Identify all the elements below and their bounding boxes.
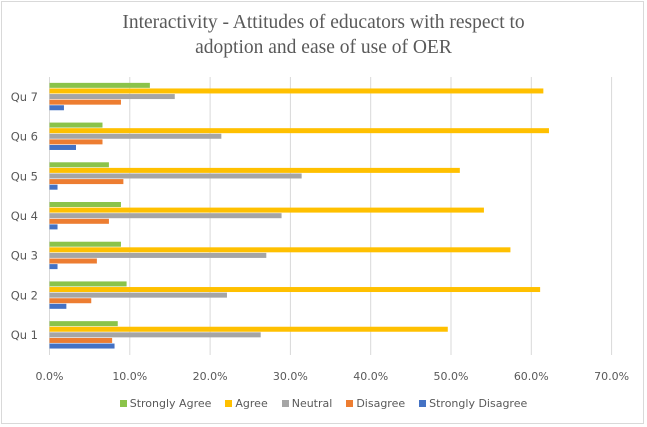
bar-strongly-agree-qu-1	[49, 321, 118, 327]
bar-disagree-qu-3	[49, 258, 97, 264]
legend-label: Strongly Disagree	[429, 397, 528, 410]
bar-strongly-agree-qu-6	[49, 122, 103, 128]
bar-strongly-agree-qu-5	[49, 162, 109, 168]
legend-label: Strongly Agree	[129, 397, 212, 410]
x-tick-label: 50.0%	[434, 370, 469, 383]
legend-item-disagree: Disagree	[346, 397, 405, 410]
legend-item-neutral: Neutral	[281, 397, 333, 410]
y-category-label: Qu 4	[11, 209, 38, 223]
y-category-label: Qu 6	[11, 130, 38, 144]
bar-disagree-qu-7	[49, 99, 121, 105]
bar-strongly-disagree-qu-3	[49, 264, 58, 270]
y-category-label: Qu 3	[11, 249, 38, 263]
legend-swatch	[346, 400, 354, 407]
bar-neutral-qu-6	[49, 133, 222, 139]
bar-strongly-agree-qu-7	[49, 82, 150, 88]
bar-neutral-qu-4	[49, 213, 282, 219]
legend-label: Disagree	[356, 397, 406, 410]
y-axis-categories: Qu 1 Qu 2 Qu 3 Qu 4 Qu 5 Qu 6 Qu 7	[11, 90, 38, 342]
bar-strongly-agree-qu-2	[49, 281, 127, 287]
bar-strongly-agree-qu-3	[49, 241, 121, 247]
bar-agree-qu-5	[49, 167, 460, 173]
bar-strongly-disagree-qu-5	[49, 184, 58, 190]
legend-label: Agree	[235, 397, 268, 410]
legend-label: Neutral	[291, 397, 333, 410]
x-axis-ticks: 0.0% 10.0% 20.0% 30.0% 40.0% 50.0% 60.0% 70.0%	[36, 370, 630, 383]
legend-swatch	[419, 400, 427, 407]
bar-strongly-disagree-qu-1	[49, 343, 115, 349]
bar-disagree-qu-6	[49, 139, 103, 145]
y-category-label: Qu 5	[11, 169, 38, 183]
bar-neutral-qu-7	[49, 94, 175, 100]
bar-strongly-disagree-qu-4	[49, 224, 58, 230]
bar-agree-qu-1	[49, 326, 448, 332]
chart-title-line-1: Interactivity - Attitudes of educators w…	[122, 12, 525, 33]
x-tick-label: 30.0%	[273, 370, 308, 383]
bar-agree-qu-4	[49, 207, 484, 213]
legend: Strongly Agree Agree Neutral Disagree Strong…	[0, 397, 647, 410]
legend-swatch	[281, 400, 289, 407]
x-tick-label: 70.0%	[594, 370, 629, 383]
bar-disagree-qu-2	[49, 298, 92, 304]
bar-strongly-disagree-qu-2	[49, 303, 67, 309]
bar-strongly-agree-qu-4	[49, 202, 121, 207]
x-tick-label: 10.0%	[112, 370, 147, 383]
bar-agree-qu-6	[49, 128, 549, 134]
x-tick-label: 60.0%	[514, 370, 549, 383]
bar-neutral-qu-2	[49, 292, 227, 298]
bar-neutral-qu-5	[49, 173, 302, 179]
x-tick-label: 40.0%	[353, 370, 388, 383]
y-category-label: Qu 1	[11, 328, 38, 342]
bars	[49, 82, 549, 349]
bar-agree-qu-3	[49, 247, 511, 253]
legend-item-strongly-disagree: Strongly Disagree	[419, 397, 527, 410]
bar-agree-qu-2	[49, 287, 541, 293]
chart-title-line-2: adoption and ease of use of OER	[195, 37, 452, 58]
x-tick-label: 20.0%	[193, 370, 228, 383]
bar-neutral-qu-1	[49, 332, 261, 338]
bar-strongly-disagree-qu-7	[49, 105, 64, 111]
bar-disagree-qu-1	[49, 337, 113, 343]
bar-disagree-qu-4	[49, 218, 109, 224]
bar-neutral-qu-3	[49, 252, 267, 258]
legend-swatch	[225, 400, 233, 407]
legend-item-strongly-agree: Strongly Agree	[119, 397, 212, 410]
bar-agree-qu-7	[49, 88, 544, 94]
legend-item-agree: Agree	[225, 397, 268, 410]
legend-swatch	[119, 400, 127, 407]
chart-title: Interactivity - Attitudes of educators w…	[0, 10, 647, 60]
bar-strongly-disagree-qu-6	[49, 144, 76, 150]
y-category-label: Qu 2	[11, 288, 38, 302]
y-category-label: Qu 7	[11, 90, 38, 104]
bar-disagree-qu-5	[49, 179, 124, 185]
x-tick-label: 0.0%	[36, 370, 64, 383]
